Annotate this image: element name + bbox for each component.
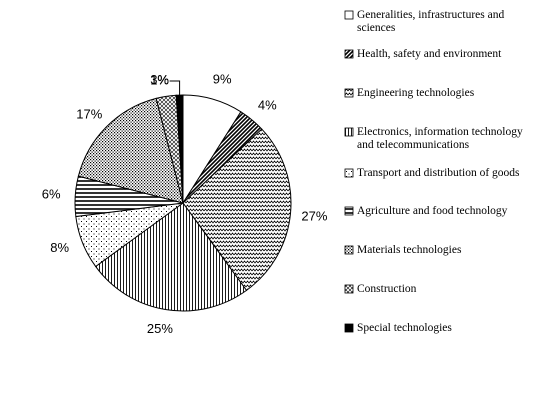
data-label-electronics-information-technology-and-telecommunications: 25%: [147, 321, 173, 336]
leader-line-special-technologies: [169, 80, 181, 96]
data-label-generalities-infrastructures-and-sciences: 9%: [213, 71, 232, 86]
legend-label-generalities-infrastructures-and-sciences: Generalities, infrastructures and science…: [357, 9, 504, 34]
legend-entry-construction: Construction: [344, 283, 417, 295]
legend: Generalities, infrastructures and science…: [344, 9, 523, 334]
legend-entry-electronics-information-technology-and-telecommunications: Electronics, information technology and t…: [344, 126, 523, 151]
legend-swatch-electronics-information-technology-and-telecommunications: [344, 127, 354, 137]
legend-label-agriculture-and-food-technology: Agriculture and food technology: [357, 205, 508, 217]
legend-label-transport-and-distribution-of-goods: Transport and distribution of goods: [357, 167, 520, 179]
legend-label-materials-technologies: Materials technologies: [357, 244, 462, 256]
legend-swatch-special-technologies: [344, 323, 354, 333]
legend-entry-health-safety-and-environment: Health, safety and environment: [344, 48, 502, 60]
legend-label-electronics-information-technology-and-telecommunications: Electronics, information technology and t…: [357, 126, 523, 151]
data-label-special-technologies: 1%: [150, 72, 169, 87]
legend-swatch-transport-and-distribution-of-goods: [344, 168, 354, 178]
legend-swatch-materials-technologies: [344, 245, 354, 255]
legend-swatch-health-safety-and-environment: [344, 49, 354, 59]
pie-slice-materials-technologies: [77, 97, 184, 204]
pie-slice-engineering-technologies: [182, 128, 292, 292]
labels-layer: 9% 4% 27% 25% 8% 6% 17% 3%1%: [42, 71, 328, 336]
legend-entry-transport-and-distribution-of-goods: Transport and distribution of goods: [344, 167, 520, 179]
data-label-materials-technologies: 17%: [76, 107, 102, 122]
legend-swatch-engineering-technologies: [344, 88, 354, 98]
pie-slice-electronics-information-technology-and-telecommunications: [94, 202, 248, 312]
legend-entry-engineering-technologies: Engineering technologies: [344, 87, 475, 99]
legend-label-special-technologies: Special technologies: [357, 322, 452, 334]
data-label-engineering-technologies: 27%: [301, 208, 327, 223]
legend-entry-materials-technologies: Materials technologies: [344, 244, 462, 256]
legend-swatch-agriculture-and-food-technology: [344, 206, 354, 216]
legend-label-health-safety-and-environment: Health, safety and environment: [357, 48, 502, 60]
data-label-health-safety-and-environment: 4%: [258, 97, 277, 112]
legend-swatch-generalities-infrastructures-and-sciences: [344, 10, 354, 20]
data-label-agriculture-and-food-technology: 6%: [42, 187, 61, 202]
legend-label-construction: Construction: [357, 283, 417, 295]
legend-entry-generalities-infrastructures-and-sciences: Generalities, infrastructures and science…: [344, 9, 504, 34]
legend-entry-agriculture-and-food-technology: Agriculture and food technology: [344, 205, 508, 217]
data-label-transport-and-distribution-of-goods: 8%: [50, 240, 69, 255]
legend-label-engineering-technologies: Engineering technologies: [357, 87, 475, 99]
slices-layer: [74, 94, 292, 312]
legend-swatch-construction: [344, 284, 354, 294]
data-label-construction: 3%: [150, 72, 169, 87]
legend-entry-special-technologies: Special technologies: [344, 322, 452, 334]
